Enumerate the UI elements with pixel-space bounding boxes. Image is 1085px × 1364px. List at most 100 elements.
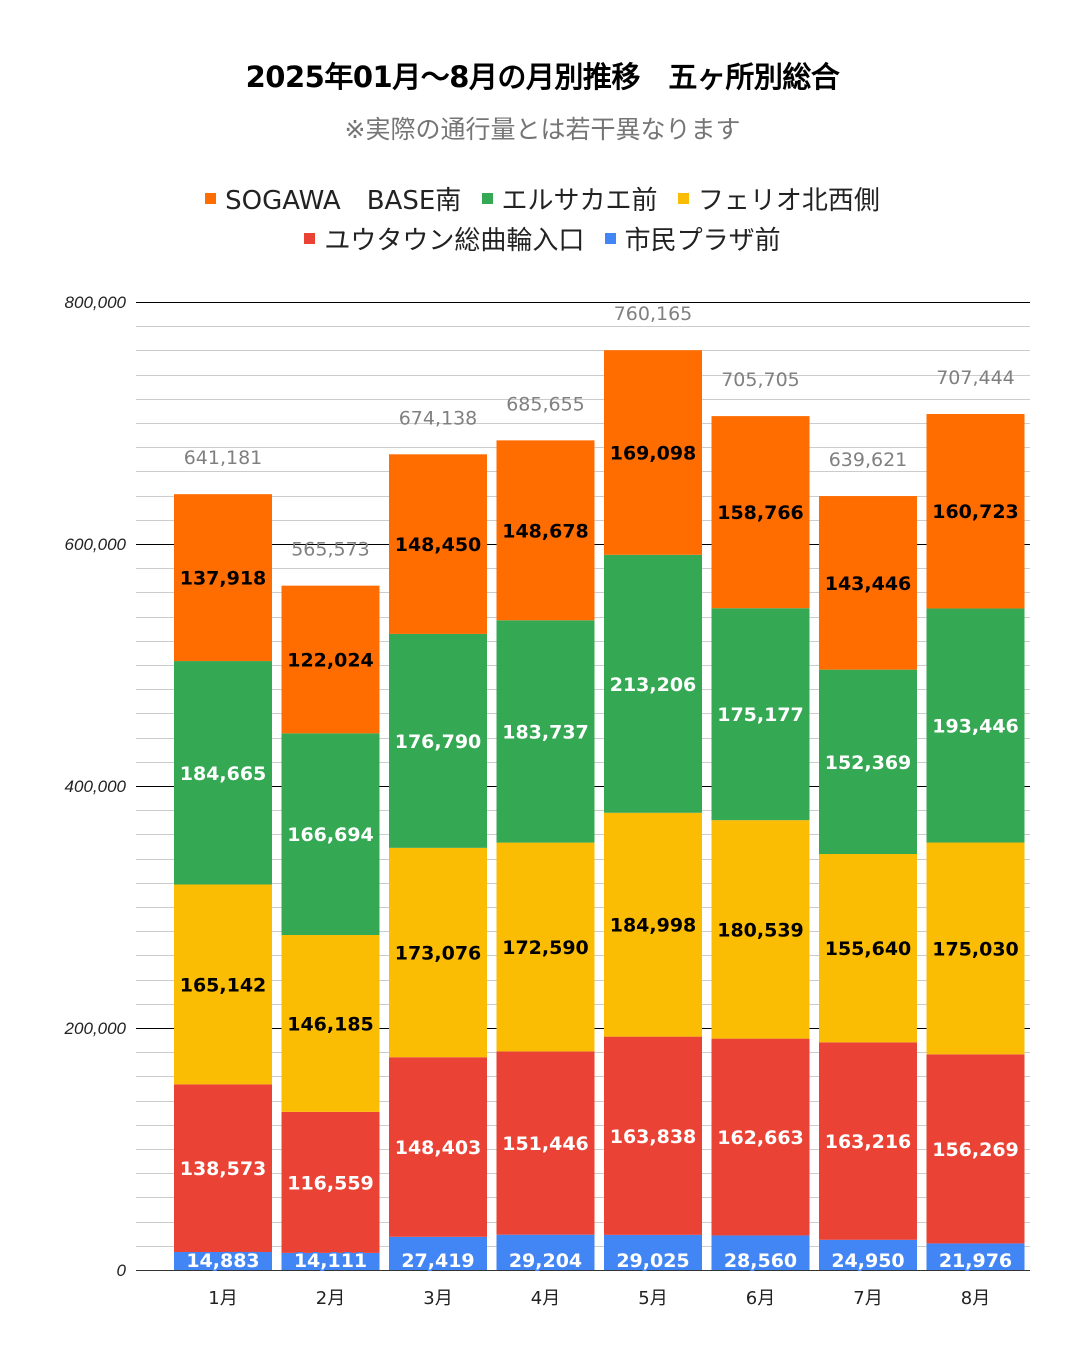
- data-label: 148,678: [502, 520, 589, 542]
- total-label: 565,573: [291, 539, 370, 561]
- x-tick-label: 6月: [746, 1288, 775, 1309]
- data-label: 169,098: [610, 443, 697, 465]
- data-label: 166,694: [287, 824, 374, 846]
- x-tick-label: 2月: [316, 1288, 345, 1309]
- data-label: 163,216: [825, 1131, 912, 1153]
- legend-item-yutown[interactable]: ユウタウン総曲輪入口: [304, 220, 584, 257]
- data-label: 213,206: [610, 674, 697, 696]
- y-tick-label: 0: [117, 1261, 127, 1280]
- x-tick-label: 3月: [423, 1288, 452, 1309]
- data-label: 176,790: [395, 731, 482, 753]
- data-label: 193,446: [932, 716, 1019, 738]
- bar-segment: [174, 494, 272, 662]
- bar-segment: [711, 1235, 810, 1270]
- data-label: 116,559: [287, 1172, 374, 1194]
- data-label: 172,590: [502, 937, 589, 959]
- bar-segment: [281, 1252, 380, 1270]
- data-label: 14,111: [294, 1250, 367, 1272]
- bar-segment: [711, 820, 810, 1039]
- bar-segment: [604, 350, 702, 555]
- total-label: 705,705: [721, 369, 800, 391]
- bar-segment: [496, 1234, 595, 1270]
- data-label: 158,766: [717, 502, 804, 524]
- legend-row-2: ユウタウン総曲輪入口 市民プラザ前: [0, 220, 1085, 257]
- bar-segment: [604, 812, 702, 1037]
- bar-segment: [604, 1036, 702, 1235]
- data-label: 184,665: [180, 763, 267, 785]
- bar-segment: [389, 633, 487, 848]
- data-label: 24,950: [831, 1250, 904, 1272]
- bar-segment: [174, 1084, 272, 1252]
- data-label: 138,573: [180, 1158, 267, 1180]
- legend-label-erusakae: エルサカエ前: [501, 186, 658, 216]
- y-tick-label: 200,000: [64, 1019, 127, 1038]
- data-label: 160,723: [932, 501, 1019, 523]
- x-tick-label: 5月: [638, 1288, 667, 1309]
- data-label: 29,204: [509, 1250, 582, 1272]
- data-label: 184,998: [610, 915, 697, 937]
- bar-segment: [281, 1111, 380, 1253]
- y-axis-ticks: 0 200,000 400,000 600,000 800,000: [64, 293, 127, 1280]
- legend-item-ferio[interactable]: フェリオ北西側: [677, 180, 880, 217]
- bar-segment: [281, 733, 380, 936]
- total-label: 639,621: [829, 449, 908, 471]
- legend-item-erusakae[interactable]: エルサカエ前: [481, 180, 658, 217]
- data-label: 28,560: [724, 1250, 797, 1272]
- total-label: 685,655: [506, 393, 585, 415]
- data-label: 175,177: [717, 704, 804, 726]
- data-label: 148,403: [395, 1137, 482, 1159]
- legend-row-1: SOGAWA BASE南 エルサカエ前 フェリオ北西側: [0, 180, 1085, 217]
- bars: [174, 350, 1025, 1270]
- legend-item-sogawa[interactable]: SOGAWA BASE南: [205, 180, 461, 217]
- bar-segment: [819, 496, 917, 670]
- bar-segment: [711, 608, 810, 821]
- data-label: 183,737: [502, 721, 589, 743]
- legend-item-shimin-plaza[interactable]: 市民プラザ前: [604, 220, 781, 257]
- chart-subtitle: ※実際の通行量とは若干異なります: [344, 115, 741, 144]
- data-label: 14,883: [186, 1250, 259, 1272]
- legend-label-yutown: ユウタウン総曲輪入口: [324, 226, 585, 256]
- data-label: 148,450: [395, 534, 482, 556]
- x-tick-label: 7月: [853, 1288, 882, 1309]
- bar-segment: [281, 935, 380, 1112]
- data-label: 146,185: [287, 1013, 374, 1035]
- data-label: 173,076: [395, 943, 482, 965]
- data-label: 143,446: [825, 573, 912, 595]
- bar-segment: [389, 847, 487, 1058]
- data-label: 21,976: [939, 1250, 1012, 1272]
- bar-segment: [926, 1243, 1025, 1270]
- bar-segment: [174, 884, 272, 1085]
- y-tick-label: 600,000: [65, 535, 127, 554]
- data-labels: 14,883 138,573 165,142 184,665 137,918 641,18…: [178, 303, 1020, 1273]
- bar-segment: [819, 853, 917, 1043]
- data-label: 137,918: [180, 568, 267, 590]
- bar-segment: [389, 1057, 487, 1237]
- bar-segment: [819, 669, 917, 854]
- x-tick-label: 1月: [208, 1288, 237, 1309]
- data-label: 162,663: [717, 1127, 804, 1149]
- bar-segment: [174, 1251, 272, 1270]
- total-label: 674,138: [399, 407, 478, 429]
- x-tick-label: 4月: [531, 1288, 560, 1309]
- data-label: 156,269: [932, 1139, 1019, 1161]
- bar-segment: [496, 620, 595, 843]
- total-label: 707,444: [936, 367, 1015, 389]
- legend-label-shimin-plaza: 市民プラザ前: [624, 226, 781, 256]
- bar-segment: [496, 842, 595, 1052]
- bar-segment: [604, 554, 702, 813]
- total-label: 760,165: [614, 303, 693, 325]
- bar-segment: [819, 1042, 917, 1240]
- legend-swatch-sogawa: [205, 193, 217, 204]
- bar-segment: [711, 1038, 810, 1236]
- data-label: 180,539: [717, 919, 804, 941]
- y-tick-label: 800,000: [65, 293, 127, 312]
- bar-segment: [389, 1236, 487, 1270]
- data-label: 163,838: [610, 1126, 697, 1148]
- x-axis-ticks: 1月 2月 3月 4月 5月 6月 7月 8月: [208, 1288, 990, 1309]
- bar-segment: [496, 1051, 595, 1235]
- legend-label-ferio: フェリオ北西側: [697, 186, 880, 216]
- bar-segment: [604, 1234, 702, 1270]
- y-tick-label: 400,000: [65, 777, 127, 796]
- bar-segment: [926, 608, 1025, 843]
